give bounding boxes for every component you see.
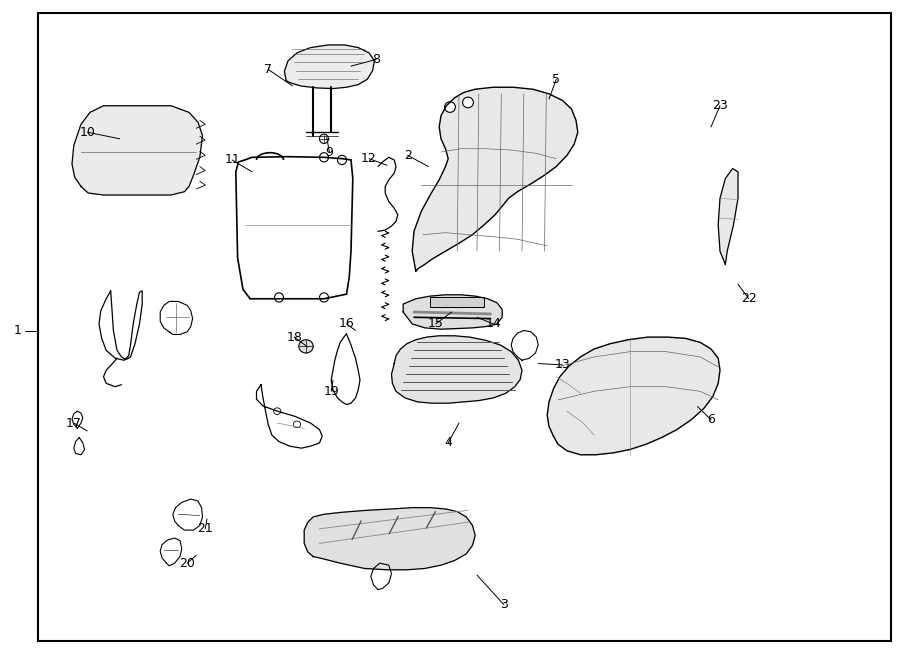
Text: 7: 7 bbox=[265, 63, 272, 76]
Ellipse shape bbox=[320, 153, 328, 162]
Ellipse shape bbox=[299, 340, 313, 353]
Text: 13: 13 bbox=[554, 358, 571, 371]
Polygon shape bbox=[403, 295, 502, 329]
Text: 18: 18 bbox=[286, 330, 302, 344]
Ellipse shape bbox=[338, 155, 346, 165]
Text: 15: 15 bbox=[428, 317, 444, 330]
Polygon shape bbox=[412, 87, 578, 271]
Ellipse shape bbox=[320, 134, 328, 143]
Ellipse shape bbox=[463, 97, 473, 108]
Polygon shape bbox=[718, 169, 738, 264]
Ellipse shape bbox=[274, 293, 284, 302]
Text: 11: 11 bbox=[224, 153, 240, 167]
Text: 4: 4 bbox=[445, 436, 452, 449]
Ellipse shape bbox=[274, 408, 281, 414]
Text: 2: 2 bbox=[404, 149, 411, 162]
Text: 10: 10 bbox=[79, 126, 95, 139]
Polygon shape bbox=[284, 45, 374, 89]
Text: 19: 19 bbox=[323, 385, 339, 398]
Ellipse shape bbox=[320, 293, 328, 302]
Text: 9: 9 bbox=[326, 145, 333, 159]
Polygon shape bbox=[392, 336, 522, 403]
Text: 16: 16 bbox=[338, 317, 355, 330]
Ellipse shape bbox=[293, 421, 301, 428]
Text: 22: 22 bbox=[741, 292, 757, 305]
Text: 12: 12 bbox=[361, 152, 377, 165]
Polygon shape bbox=[72, 106, 203, 195]
Text: 23: 23 bbox=[712, 99, 728, 112]
Polygon shape bbox=[547, 337, 720, 455]
Text: 17: 17 bbox=[66, 416, 82, 430]
Text: 20: 20 bbox=[179, 557, 195, 570]
Polygon shape bbox=[304, 508, 475, 570]
Text: 3: 3 bbox=[500, 598, 508, 611]
Text: 14: 14 bbox=[485, 317, 501, 330]
Bar bbox=[430, 297, 484, 307]
Text: 1: 1 bbox=[14, 324, 22, 337]
Text: 6: 6 bbox=[707, 413, 715, 426]
Ellipse shape bbox=[445, 102, 455, 112]
Text: 21: 21 bbox=[197, 522, 213, 535]
Text: 8: 8 bbox=[373, 53, 380, 66]
Text: 5: 5 bbox=[553, 73, 560, 86]
